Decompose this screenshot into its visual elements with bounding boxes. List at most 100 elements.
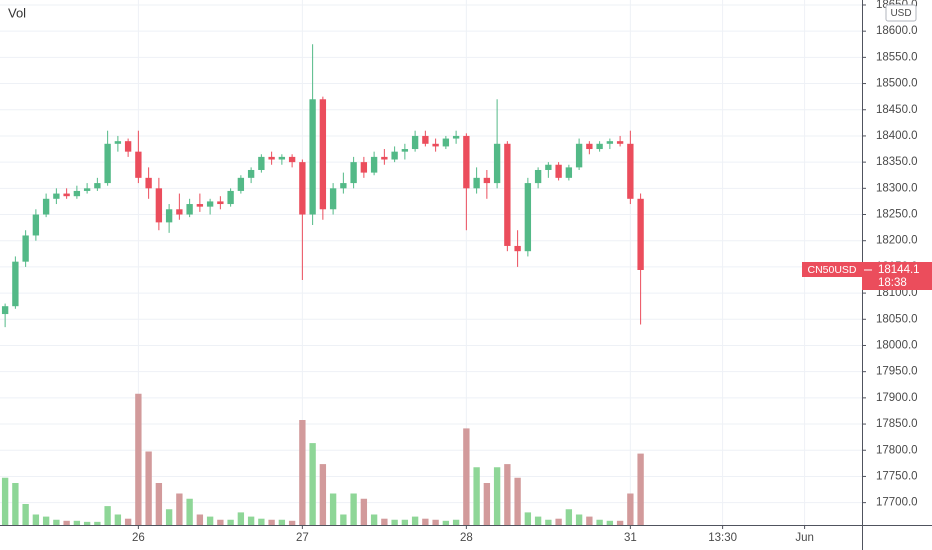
volume-bar	[196, 514, 204, 525]
y-tick-label: 18250.0	[876, 209, 918, 221]
volume-bar	[12, 483, 19, 525]
candle-body	[73, 190, 81, 197]
volume-bar	[176, 493, 183, 525]
candle-body	[616, 141, 624, 144]
volume-bar	[53, 519, 60, 525]
candle-body	[145, 177, 152, 189]
candle-body	[555, 164, 562, 178]
candle-body	[165, 209, 173, 223]
volume-bar	[616, 520, 624, 525]
x-tick-label: 26	[132, 532, 145, 544]
candle-body	[63, 193, 70, 197]
volume-bar	[545, 519, 552, 525]
volume-bar	[319, 464, 327, 525]
candle-body	[12, 261, 19, 307]
candle-body	[350, 162, 357, 184]
candle-body	[381, 156, 388, 160]
volume-bar	[442, 520, 450, 525]
candle-body	[278, 156, 286, 160]
y-tick-label: 18550.0	[876, 51, 918, 63]
volume-bar	[524, 512, 532, 525]
volume-bar	[268, 519, 275, 525]
candle-body	[206, 201, 214, 207]
y-tick-label: 18100.0	[876, 287, 918, 299]
y-tick-label: 18400.0	[876, 130, 918, 142]
y-tick-label: 18200.0	[876, 235, 918, 247]
volume-bar	[401, 519, 409, 525]
volume-bar	[340, 514, 347, 525]
volume-bar	[432, 519, 439, 525]
volume-label: Vol	[8, 5, 26, 20]
y-tick-label: 18350.0	[876, 156, 918, 168]
candle-body	[411, 135, 419, 150]
volume-bar	[145, 451, 152, 525]
candle-body	[360, 162, 368, 173]
candle-body	[401, 149, 409, 152]
volume-bar	[288, 520, 296, 525]
y-tick-label: 18050.0	[876, 313, 918, 325]
candle-body	[432, 143, 439, 147]
x-tick-label: Jun	[795, 532, 814, 544]
volume-bar	[237, 512, 245, 525]
candle-body	[94, 183, 101, 189]
y-tick-label: 17750.0	[876, 470, 918, 482]
candle-body	[258, 156, 265, 170]
candle-body	[288, 156, 296, 163]
volume-bar	[247, 516, 255, 525]
candle-body	[545, 164, 552, 170]
x-tick-label: 28	[460, 532, 473, 544]
candle-body	[514, 245, 521, 252]
candle-body	[1, 306, 9, 315]
volume-bar	[575, 514, 583, 525]
volume-bar	[32, 514, 40, 525]
volume-bar	[411, 516, 419, 525]
current-price: 18144.1	[878, 264, 920, 276]
x-tick-label: 31	[624, 532, 637, 544]
candle-body	[606, 141, 614, 144]
volume-bar	[83, 521, 91, 525]
volume-bar	[493, 467, 501, 525]
volume-bar	[391, 519, 398, 525]
candle-body	[309, 99, 316, 215]
volume-bar	[1, 477, 9, 525]
volume-bar	[637, 453, 644, 525]
volume-bar	[22, 504, 29, 525]
y-tick-label: 17700.0	[876, 497, 918, 509]
candle-body	[483, 177, 491, 184]
volume-bar	[422, 518, 429, 525]
countdown: 18:38	[878, 277, 907, 289]
candle-body	[32, 214, 40, 236]
candle-body	[186, 204, 193, 215]
volume-bar	[73, 520, 81, 525]
candle-body	[83, 188, 91, 191]
candle-body	[442, 138, 450, 147]
volume-bar	[186, 498, 193, 525]
candle-body	[217, 201, 224, 205]
candle-body	[329, 188, 337, 210]
volume-bar	[206, 516, 214, 525]
y-tick-label: 17800.0	[876, 444, 918, 456]
volume-bar	[514, 477, 521, 525]
candle-body	[299, 162, 306, 215]
volume-bar	[596, 519, 603, 525]
volume-bar	[155, 483, 163, 525]
candle-body	[504, 143, 511, 246]
volume-bar	[278, 519, 286, 525]
volume-bar	[42, 516, 50, 525]
candle-body	[22, 235, 29, 262]
candle-body	[237, 177, 245, 191]
symbol-box	[802, 262, 862, 277]
candle-body	[319, 99, 327, 210]
volume-bar	[63, 520, 70, 525]
candle-body	[196, 204, 204, 207]
y-tick-label: 18450.0	[876, 104, 918, 116]
volume-bar	[135, 393, 142, 525]
volume-bar	[299, 420, 306, 525]
candle-body	[227, 190, 234, 205]
y-tick-label: 17950.0	[876, 366, 918, 378]
candle-body	[596, 143, 603, 150]
volume-bar	[114, 514, 122, 525]
y-tick-label: 18600.0	[876, 25, 918, 37]
volume-bar	[463, 428, 470, 525]
